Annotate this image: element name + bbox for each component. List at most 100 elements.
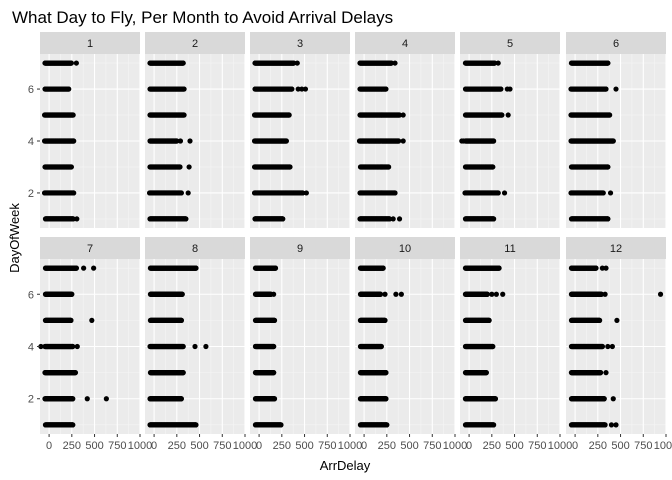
data-point: [183, 216, 189, 222]
day-point-band: [146, 190, 191, 196]
outlier-point: [459, 138, 465, 144]
day-point-band: [462, 216, 497, 222]
outlier-point: [501, 190, 508, 196]
day-point-band: [356, 138, 406, 144]
y-tick-label: 6: [28, 84, 34, 96]
day-point-band: [568, 216, 611, 222]
data-point: [70, 396, 76, 402]
facet-strip-label: 4: [402, 38, 408, 50]
day-point-band: [41, 190, 77, 196]
data-point: [605, 60, 611, 66]
facet-strip: [40, 32, 140, 54]
facet-strip-label: 3: [297, 38, 303, 50]
data-point: [610, 138, 616, 144]
day-point-band: [357, 60, 398, 66]
facet-strip-label: 2: [192, 38, 198, 50]
data-point: [70, 343, 76, 350]
data-point: [71, 138, 77, 144]
outlier-point: [74, 216, 80, 222]
day-point-band: [252, 60, 300, 66]
day-point-band: [42, 291, 75, 297]
outlier-point: [299, 86, 305, 92]
facet-strip-label: 1: [87, 38, 93, 50]
day-point-band: [462, 190, 508, 196]
day-point-band: [147, 216, 189, 222]
outlier-point: [390, 216, 396, 222]
day-point-band: [147, 112, 187, 118]
facet-panel: 5: [459, 32, 561, 228]
outlier-point: [392, 60, 398, 66]
outlier-point: [607, 190, 614, 196]
data-point: [68, 60, 74, 66]
outlier-point: [187, 138, 193, 144]
y-tick-label: 2: [28, 188, 34, 200]
data-point: [178, 396, 184, 402]
data-point: [396, 138, 402, 144]
data-point: [70, 422, 76, 428]
data-point: [68, 317, 74, 323]
data-point: [69, 291, 75, 297]
outlier-point: [186, 164, 192, 170]
day-point-band: [462, 60, 501, 66]
facet-panel: 2: [145, 32, 246, 228]
data-point: [490, 164, 496, 170]
day-point-band: [147, 138, 193, 144]
outlier-point: [74, 343, 80, 350]
data-point: [174, 138, 180, 144]
day-point-band: [462, 112, 511, 118]
day-point-band: [459, 138, 497, 144]
outlier-point: [613, 86, 619, 92]
data-point: [383, 86, 389, 92]
facet-strip: [355, 32, 455, 54]
data-point: [181, 112, 187, 118]
data-point: [177, 164, 183, 170]
day-point-band: [568, 60, 611, 66]
data-point: [66, 86, 72, 92]
data-point: [289, 86, 295, 92]
outlier-point: [400, 138, 406, 144]
day-point-band: [41, 112, 76, 118]
data-point: [291, 60, 297, 66]
day-point-band: [42, 164, 74, 170]
day-point-band: [357, 86, 389, 92]
outlier-point: [81, 265, 87, 271]
x-tick-label: 750: [108, 440, 126, 452]
data-point: [300, 190, 306, 196]
facet-strip-label: 7: [87, 243, 93, 255]
x-tick-label: 250: [63, 440, 81, 452]
facet-strip-label: 5: [507, 38, 513, 50]
day-point-band: [357, 112, 406, 118]
outlier-point: [91, 265, 97, 271]
facet-panel: 80 250 500 750 1000: [145, 237, 257, 452]
facet-strip-label: 6: [613, 38, 619, 50]
outlier-point: [507, 86, 513, 92]
outlier-point: [505, 112, 511, 118]
data-point: [73, 265, 79, 271]
day-point-band: [252, 216, 286, 222]
x-tick-label: 500: [85, 440, 103, 452]
day-point-band: [568, 112, 613, 118]
data-point: [491, 216, 497, 222]
data-point: [71, 190, 77, 196]
day-point-band: [42, 86, 72, 92]
day-point-band: [357, 164, 392, 170]
outlier-point: [177, 138, 184, 144]
data-point: [491, 138, 497, 144]
data-point: [193, 422, 199, 428]
day-point-band: [357, 190, 398, 196]
day-point-band: [568, 138, 616, 144]
day-point-band: [147, 164, 192, 170]
data-point: [178, 190, 184, 196]
data-point: [283, 138, 289, 144]
day-point-band: [147, 60, 186, 66]
y-tick-label: 4: [28, 342, 34, 354]
day-point-band: [147, 86, 187, 92]
y-tick-label: 6: [28, 289, 34, 301]
data-point: [605, 164, 611, 170]
data-point: [600, 190, 606, 196]
day-point-band: [147, 396, 184, 402]
facet-panel: 6: [566, 32, 667, 228]
facet-strip: [250, 32, 350, 54]
